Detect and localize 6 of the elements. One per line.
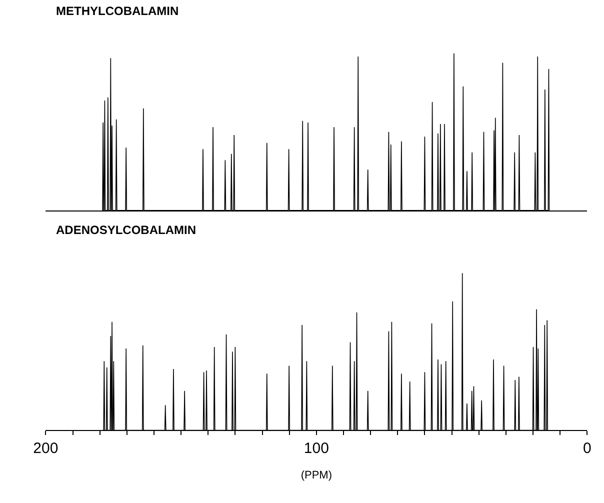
- x-tick-label: 200: [33, 440, 58, 458]
- x-axis-title: (PPM): [300, 469, 332, 482]
- chart-title: METHYLCOBALAMIN: [56, 4, 179, 18]
- x-tick-label: 0: [583, 440, 592, 458]
- chart-title: ADENOSYLCOBALAMIN: [56, 223, 196, 237]
- x-tick-label: 100: [304, 440, 329, 458]
